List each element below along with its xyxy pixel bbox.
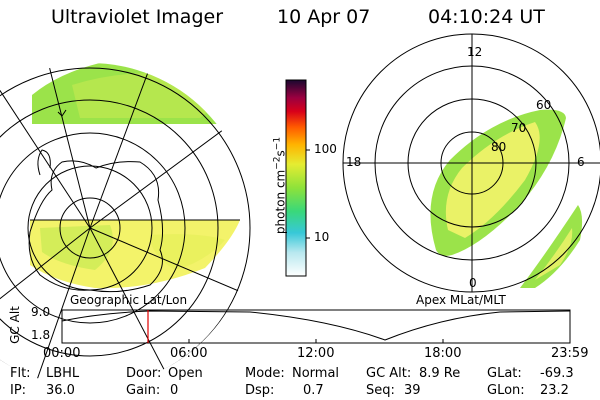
- mode-value: Normal: [292, 366, 340, 381]
- altitude-xtick-1800: 18:00: [424, 346, 462, 361]
- geographic-map-label: Geographic Lat/Lon: [70, 293, 188, 307]
- gain-value: 0: [170, 383, 179, 398]
- coastline: [28, 160, 164, 293]
- seq-label: Seq:: [366, 383, 395, 398]
- time-label: 04:10:24 UT: [428, 6, 545, 28]
- altitude-xtick-0600: 06:00: [170, 346, 208, 361]
- mlat-label-70: 70: [511, 121, 527, 135]
- glat-label: GLat:: [487, 366, 522, 381]
- altitude-ytick-1-8: 1.8: [31, 328, 51, 342]
- altitude-plot: [61, 309, 571, 344]
- dsp-label: Dsp:: [245, 383, 275, 398]
- altitude-xtick-1200: 12:00: [297, 346, 335, 361]
- mlt-label-0: 0: [469, 276, 477, 290]
- ip-value: 36.0: [46, 383, 75, 398]
- ip-label: IP:: [10, 383, 27, 398]
- colorbar: [285, 79, 310, 277]
- dsp-value: 0.7: [303, 383, 324, 398]
- gcalt-value: 8.9 Re: [419, 366, 461, 381]
- geographic-map: [0, 63, 252, 387]
- altitude-xtick-2359: 23:59: [551, 346, 589, 361]
- colorbar-tick-10: 10: [314, 230, 330, 244]
- altitude-curve: [61, 310, 571, 341]
- altitude-ytick-9: 9.0: [31, 305, 51, 319]
- instrument-title: Ultraviolet Imager: [51, 6, 224, 28]
- mlt-label-6: 6: [577, 155, 585, 169]
- flt-value: LBHL: [46, 366, 80, 381]
- date-label: 10 Apr 07: [277, 6, 371, 28]
- door-label: Door:: [126, 366, 162, 381]
- colorbar-tick-100: 100: [314, 142, 337, 156]
- altitude-xtick-0000: 00:00: [43, 346, 81, 361]
- colorbar-unit-mid: s: [273, 150, 288, 157]
- gcalt-label: GC Alt:: [366, 366, 412, 381]
- door-value: Open: [168, 366, 203, 381]
- mlat-label-80: 80: [491, 140, 507, 154]
- seq-value: 39: [404, 383, 421, 398]
- glon-label: GLon:: [487, 383, 525, 398]
- colorbar-unit-exp2: −1: [272, 136, 283, 151]
- mlt-label-18: 18: [346, 155, 362, 169]
- mlat-label-60: 60: [536, 98, 552, 112]
- aurora-oval-secondary: [520, 205, 583, 288]
- colorbar-unit: photon cm−2s−1: [273, 96, 288, 276]
- mode-label: Mode:: [245, 366, 285, 381]
- glat-value: -69.3: [540, 366, 574, 381]
- glon-value: 23.2: [540, 383, 569, 398]
- altitude-ylabel: GC Alt: [8, 306, 22, 344]
- apex-map-label: Apex MLat/MLT: [416, 293, 506, 307]
- colorbar-unit-base: photon cm: [273, 169, 288, 235]
- flt-label: Flt:: [10, 366, 31, 381]
- apex-polar-plot: [342, 33, 600, 293]
- gain-label: Gain:: [126, 383, 161, 398]
- colorbar-unit-exp1: −2: [272, 156, 283, 170]
- mlt-label-12: 12: [467, 45, 483, 59]
